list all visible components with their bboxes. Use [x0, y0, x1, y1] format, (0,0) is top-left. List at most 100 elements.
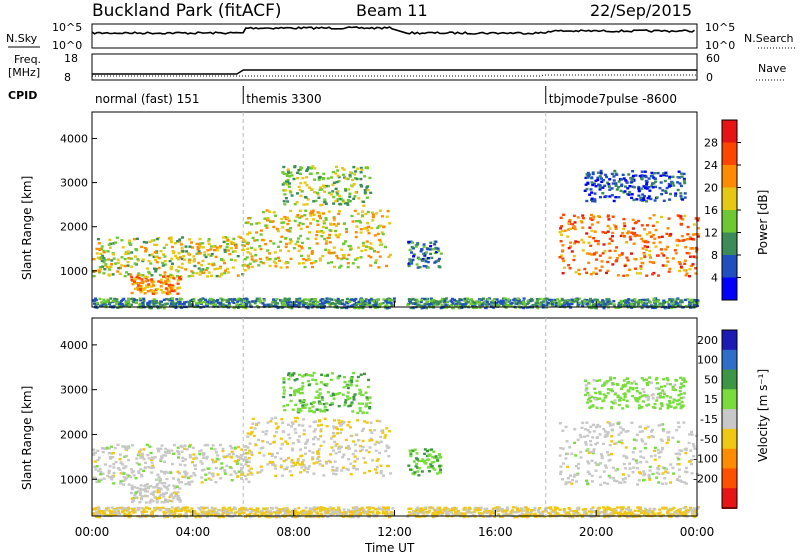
echo-cell [274, 456, 278, 459]
echo-cell [634, 399, 638, 402]
echo-cell [176, 240, 180, 243]
echo-cell [114, 241, 117, 244]
echo-cell [440, 303, 444, 307]
echo-cell [664, 470, 668, 473]
echo-cell [130, 468, 134, 471]
echo-cell [307, 298, 311, 302]
echo-cell [600, 265, 604, 268]
echo-cell [247, 460, 251, 463]
echo-cell [180, 302, 184, 306]
echo-cell [626, 274, 629, 277]
echo-cell [599, 483, 603, 486]
echo-cell [586, 171, 590, 175]
echo-cell [416, 470, 420, 473]
echo-cell [104, 303, 108, 306]
echo-cell [347, 420, 351, 424]
echo-cell [312, 200, 316, 203]
echo-cell [572, 214, 576, 218]
echo-cell [622, 227, 626, 231]
echo-cell [250, 246, 253, 250]
echo-cell [111, 475, 115, 478]
echo-cell [631, 394, 635, 398]
echo-cell [153, 456, 157, 459]
echo-cell [266, 463, 270, 466]
echo-cell [639, 265, 643, 268]
echo-cell [153, 496, 157, 499]
echo-cell [346, 177, 350, 181]
echo-cell [244, 448, 248, 452]
echo-cell [679, 396, 683, 400]
echo-cell [468, 511, 471, 514]
echo-cell [146, 301, 150, 305]
echo-cell [659, 423, 663, 426]
echo-cell [436, 472, 439, 475]
echo-cell [575, 480, 578, 483]
echo-cell [236, 255, 240, 258]
echo-cell [202, 456, 206, 459]
echo-cell [226, 454, 229, 458]
echo-cell [301, 463, 304, 466]
echo-cell [534, 301, 538, 305]
echo-cell [410, 251, 414, 254]
echo-cell [632, 302, 636, 306]
echo-cell [411, 302, 415, 305]
echo-cell [665, 395, 669, 398]
echo-cell [250, 300, 254, 303]
site-title: Buckland Park (fitACF) [92, 1, 282, 21]
echo-cell [562, 462, 565, 465]
echo-cell [330, 298, 334, 301]
echo-cell [223, 261, 226, 265]
echo-cell [612, 179, 616, 182]
echo-cell [121, 246, 125, 249]
echo-cell [367, 450, 371, 454]
echo-cell [583, 508, 587, 511]
echo-cell [557, 299, 561, 303]
echo-cell [314, 396, 318, 399]
echo-cell [332, 431, 336, 435]
echo-cell [113, 446, 117, 450]
echo-cell [321, 177, 325, 180]
date-title: 22/Sep/2015 [590, 1, 692, 20]
echo-cell [203, 254, 207, 257]
echo-cell [356, 375, 360, 379]
echo-cell [392, 297, 396, 300]
echo-cell [604, 231, 607, 234]
echo-cell [667, 303, 671, 306]
echo-cell [453, 298, 456, 302]
echo-cell [624, 455, 628, 458]
echo-cell [433, 261, 437, 264]
echo-cell [236, 306, 240, 309]
echo-cell [371, 247, 375, 251]
echo-cell [147, 465, 151, 469]
echo-cell [99, 252, 103, 256]
echo-cell [354, 191, 358, 194]
echo-cell [567, 228, 571, 231]
echo-cell [139, 290, 143, 294]
echo-cell [166, 449, 170, 452]
echo-cell [124, 447, 128, 450]
echo-cell [427, 448, 431, 452]
echo-cell [175, 492, 178, 496]
echo-cell [286, 216, 289, 219]
echo-cell [639, 455, 643, 458]
echo-cell [688, 302, 692, 306]
echo-cell [646, 425, 650, 428]
echo-cell [178, 302, 181, 305]
echo-cell [561, 249, 565, 252]
echo-cell [188, 483, 192, 486]
echo-cell [653, 458, 657, 461]
echo-cell [228, 252, 232, 256]
echo-cell [374, 449, 378, 452]
echo-cell [667, 182, 671, 186]
echo-cell [148, 445, 152, 448]
echo-cell [365, 449, 369, 452]
echo-cell [571, 223, 575, 226]
echo-cell [297, 301, 301, 304]
echo-cell [438, 300, 442, 303]
echo-cell [367, 378, 371, 382]
echo-cell [270, 417, 274, 420]
echo-cell [275, 298, 279, 301]
echo-cell [690, 458, 694, 462]
echo-cell [166, 298, 170, 301]
echo-cell [176, 506, 180, 509]
